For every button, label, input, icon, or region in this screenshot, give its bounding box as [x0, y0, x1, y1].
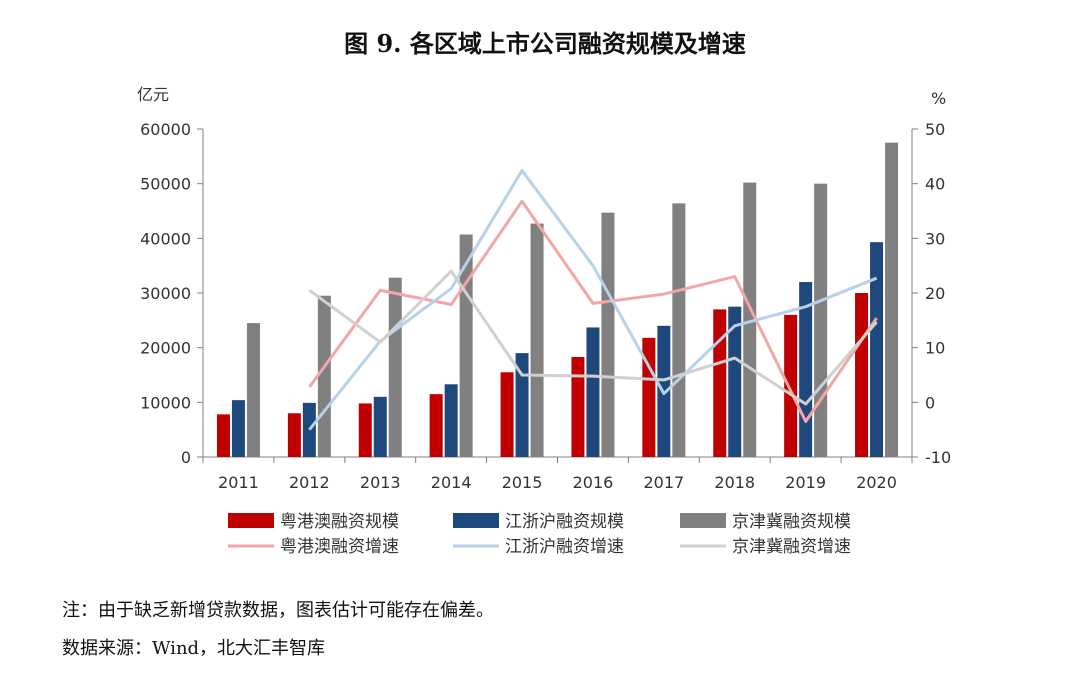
bar-gba: [571, 356, 585, 457]
bar-jjj: [530, 223, 544, 457]
right-tick-label: -10: [925, 448, 951, 467]
bar-jjj: [601, 212, 615, 457]
left-tick-label: 50000: [140, 175, 191, 194]
legend-label-yrd-growth: 江浙沪融资增速: [505, 537, 624, 557]
lines: [308, 169, 878, 431]
bar-jjj: [459, 234, 473, 457]
legend-label-gba-growth: 粤港澳融资增速: [280, 537, 399, 557]
bar-gba: [216, 414, 230, 457]
line-yrd-growth: [308, 169, 878, 431]
x-tick-label: 2013: [360, 473, 401, 492]
bar-jjj: [317, 295, 331, 457]
x-tick-label: 2017: [643, 473, 684, 492]
left-tick-label: 0: [181, 448, 191, 467]
bar-gba: [287, 413, 301, 457]
right-tick-label: 40: [925, 175, 945, 194]
chart: 图 9. 各区域上市公司融资规模及增速 亿元 % 010000200003000…: [137, 29, 951, 557]
bar-jjj: [885, 142, 899, 457]
line-gba-growth: [308, 199, 878, 423]
legend-swatch-gba-scale: [228, 513, 274, 528]
bar-gba: [784, 314, 798, 457]
x-tick-label: 2019: [785, 473, 826, 492]
bar-gba: [642, 337, 656, 457]
line-jjj-growth: [308, 269, 878, 406]
bar-gba: [855, 293, 869, 457]
left-tick-label: 30000: [140, 284, 191, 303]
axes: 0 10000 20000 30000 40000 50000 60000 -10 0 10 20 3…: [140, 120, 951, 492]
legend-swatch-jjj-scale: [680, 513, 726, 528]
bars: [216, 142, 899, 457]
bar-yrd: [373, 396, 387, 457]
left-axis-unit: 亿元: [137, 85, 169, 104]
x-tick-label: 2014: [431, 473, 472, 492]
x-tick-label: 2011: [218, 473, 259, 492]
x-tick-label: 2018: [714, 473, 755, 492]
bar-jjj: [246, 323, 260, 457]
legend-label-yrd-scale: 江浙沪融资规模: [505, 512, 624, 532]
bar-yrd: [444, 384, 458, 457]
bar-yrd: [302, 402, 316, 457]
bar-jjj: [388, 277, 402, 457]
legend-label-jjj-scale: 京津冀融资规模: [732, 512, 851, 532]
bar-gba: [713, 309, 727, 457]
bar-gba: [358, 403, 372, 457]
legend-label-jjj-growth: 京津冀融资增速: [732, 537, 851, 557]
bar-jjj: [672, 203, 686, 457]
right-tick-label: 20: [925, 284, 945, 303]
x-tick-label: 2016: [573, 473, 614, 492]
bar-yrd: [728, 306, 742, 457]
footnote-note: 注：由于缺乏新增贷款数据，图表估计可能存在偏差。: [62, 600, 494, 621]
left-tick-label: 60000: [140, 120, 191, 139]
right-tick-label: 30: [925, 229, 945, 248]
bar-yrd: [586, 327, 600, 457]
bar-yrd: [515, 353, 529, 457]
left-tick-label: 10000: [140, 393, 191, 412]
right-tick-label: 0: [925, 393, 935, 412]
legend-swatch-yrd-scale: [453, 513, 499, 528]
right-axis-unit: %: [931, 89, 946, 108]
x-tick-label: 2020: [856, 473, 897, 492]
bar-yrd: [870, 242, 884, 457]
bar-jjj: [814, 183, 828, 457]
chart-title: 图 9. 各区域上市公司融资规模及增速: [344, 29, 746, 58]
legend-label-gba-scale: 粤港澳融资规模: [280, 512, 399, 532]
left-tick-label: 20000: [140, 339, 191, 358]
footnote-source: 数据来源：Wind，北大汇丰智库: [62, 638, 326, 659]
left-tick-label: 40000: [140, 229, 191, 248]
right-tick-label: 50: [925, 120, 945, 139]
x-tick-label: 2012: [289, 473, 330, 492]
x-tick-label: 2015: [502, 473, 543, 492]
bar-gba: [429, 394, 443, 457]
bar-yrd: [231, 400, 245, 457]
right-tick-label: 10: [925, 339, 945, 358]
bar-jjj: [743, 182, 757, 457]
bar-gba: [500, 372, 514, 457]
